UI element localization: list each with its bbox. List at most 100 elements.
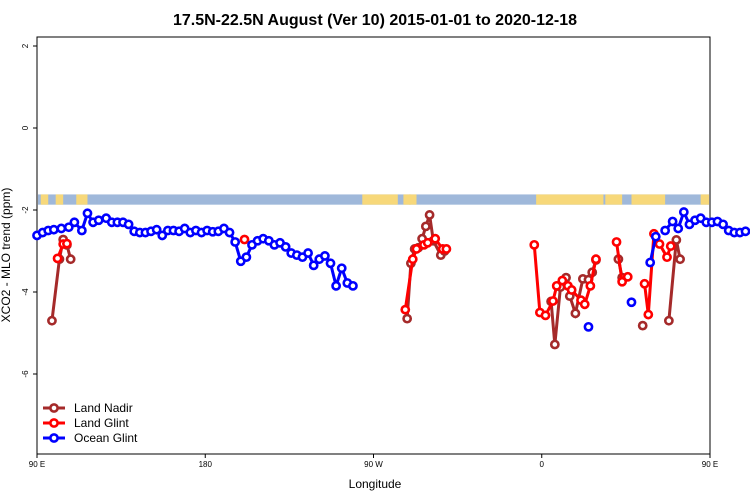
legend-label: Land Glint: [74, 416, 129, 430]
x-tick-label: 0: [540, 460, 545, 469]
chart-title: 17.5N-22.5N August (Ver 10) 2015-01-01 t…: [173, 12, 577, 29]
data-point: [151, 224, 162, 235]
data-point: [585, 280, 596, 291]
land-segment: [40, 194, 49, 205]
data-point: [622, 271, 633, 282]
data-point: [157, 230, 168, 241]
data-point: [566, 285, 577, 295]
data-point: [441, 244, 452, 254]
data-point: [230, 237, 241, 247]
data-point: [643, 309, 654, 320]
data-point: [48, 224, 59, 235]
data-point: [308, 260, 319, 271]
data-point: [673, 223, 684, 234]
data-point: [583, 321, 594, 332]
plot-area: [36, 36, 711, 455]
data-point: [56, 223, 67, 234]
data-point: [551, 280, 562, 291]
land-segment: [631, 194, 666, 205]
data-point: [348, 280, 358, 291]
data-point: [660, 225, 671, 236]
y-tick-label: -4: [21, 288, 30, 296]
data-point: [579, 299, 590, 310]
y-tick-label: -2: [21, 206, 30, 214]
data-point: [93, 215, 104, 226]
data-point: [420, 221, 431, 232]
land-segment: [536, 194, 604, 205]
data-point: [662, 252, 672, 263]
x-tick-label: 90 E: [29, 460, 45, 469]
land-segment: [605, 194, 623, 205]
data-point: [591, 254, 601, 265]
y-tick-label: 2: [21, 43, 30, 48]
data-point: [430, 233, 441, 244]
data-point: [241, 252, 252, 263]
data-point: [671, 235, 682, 245]
land-segment: [76, 194, 88, 205]
data-point: [663, 315, 674, 326]
data-point: [611, 237, 622, 247]
data-point: [400, 304, 411, 315]
data-point: [123, 219, 134, 230]
data-point: [665, 241, 676, 251]
y-tick-label: 0: [21, 125, 30, 130]
data-point: [239, 234, 250, 245]
land-segment: [362, 194, 398, 205]
legend-label: Land Nadir: [74, 401, 133, 415]
land-segment: [700, 194, 709, 205]
series-group: [32, 207, 750, 350]
legend-label: Ocean Glint: [74, 431, 138, 445]
x-axis-label: Longitude: [349, 477, 402, 491]
data-point: [667, 216, 678, 227]
data-point: [557, 275, 568, 286]
data-point: [718, 219, 728, 230]
data-point: [319, 251, 330, 261]
data-point: [650, 231, 661, 242]
data-point: [678, 207, 689, 217]
data-point: [303, 248, 313, 258]
data-point: [540, 310, 551, 321]
data-point: [224, 227, 235, 238]
data-point: [549, 339, 560, 350]
data-point: [52, 253, 63, 264]
data-point: [411, 244, 422, 254]
legend-swatch-marker: [49, 433, 59, 443]
land-segment: [403, 194, 411, 205]
data-point: [325, 258, 336, 269]
data-point: [548, 296, 558, 306]
land-segment: [409, 194, 417, 205]
data-point: [617, 276, 628, 287]
x-tick-label: 180: [199, 460, 213, 469]
x-tick-label: 90 E: [702, 460, 718, 469]
data-point: [637, 320, 648, 331]
data-point: [69, 217, 80, 228]
data-point: [570, 308, 581, 319]
data-point: [639, 278, 650, 289]
data-point: [529, 239, 540, 250]
data-point: [422, 237, 433, 248]
data-point: [654, 239, 665, 249]
data-point: [62, 238, 72, 249]
data-point: [280, 241, 291, 252]
data-point: [336, 263, 347, 274]
data-point: [65, 254, 76, 265]
data-point: [424, 210, 435, 220]
data-point: [76, 225, 87, 236]
legend-swatch-marker: [49, 418, 59, 428]
data-point: [407, 254, 418, 265]
data-point: [626, 297, 637, 308]
land-segment: [55, 194, 64, 205]
data-point: [645, 257, 656, 268]
land-ocean-band: [38, 194, 709, 205]
data-point: [331, 280, 342, 291]
series-ocean-glint: [32, 207, 750, 332]
data-point: [675, 254, 685, 265]
axes: 90 E 180 90 W 0 90 E 2 0 -2 -4 -6: [21, 43, 718, 469]
data-point: [63, 222, 74, 233]
series-line: [667, 239, 682, 321]
data-point: [740, 226, 750, 237]
data-point: [82, 208, 93, 219]
legend-swatch-marker: [49, 403, 59, 413]
